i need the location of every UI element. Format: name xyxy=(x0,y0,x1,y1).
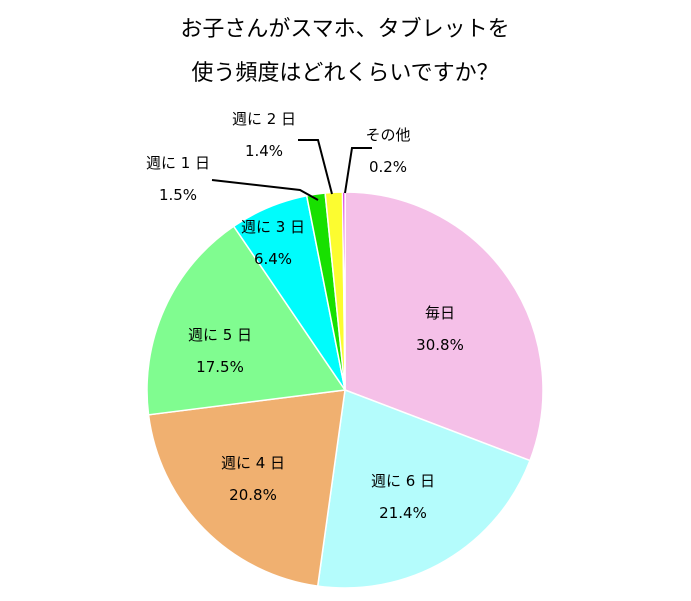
slice-label-4: 週に 5 日 xyxy=(188,326,252,344)
leader-line-8 xyxy=(344,147,372,194)
pie-slice-1 xyxy=(344,191,544,462)
pie-slice-3 xyxy=(147,389,346,587)
slice-value-3: 20.8% xyxy=(229,486,277,504)
slice-value-2: 21.4% xyxy=(379,504,427,522)
leader-line-6 xyxy=(211,179,319,201)
pie-slice-4 xyxy=(146,225,347,416)
chart-title-line-1: お子さんがスマホ、タブレットを xyxy=(180,17,509,42)
pie-slice-2 xyxy=(316,388,531,589)
slice-value-8: 0.2% xyxy=(369,158,407,176)
chart-title-line-2: 使う頻度はどれくらいですか？ xyxy=(191,61,498,86)
slice-label-7: 週に 2 日 xyxy=(232,110,296,128)
slice-value-5: 6.4% xyxy=(254,250,292,268)
slice-label-3: 週に 4 日 xyxy=(221,454,285,472)
slice-value-6: 1.5% xyxy=(159,186,197,204)
leader-line-7 xyxy=(298,139,333,195)
slice-label-6: 週に 1 日 xyxy=(146,154,210,172)
slice-label-8: その他 xyxy=(365,126,410,144)
slice-value-4: 17.5% xyxy=(196,358,244,376)
slice-label-2: 週に 6 日 xyxy=(371,472,435,490)
slice-label-1: 毎日 xyxy=(425,304,455,322)
slice-label-5: 週に 3 日 xyxy=(241,218,305,236)
slice-value-1: 30.8% xyxy=(416,336,464,354)
slice-value-7: 1.4% xyxy=(245,142,283,160)
